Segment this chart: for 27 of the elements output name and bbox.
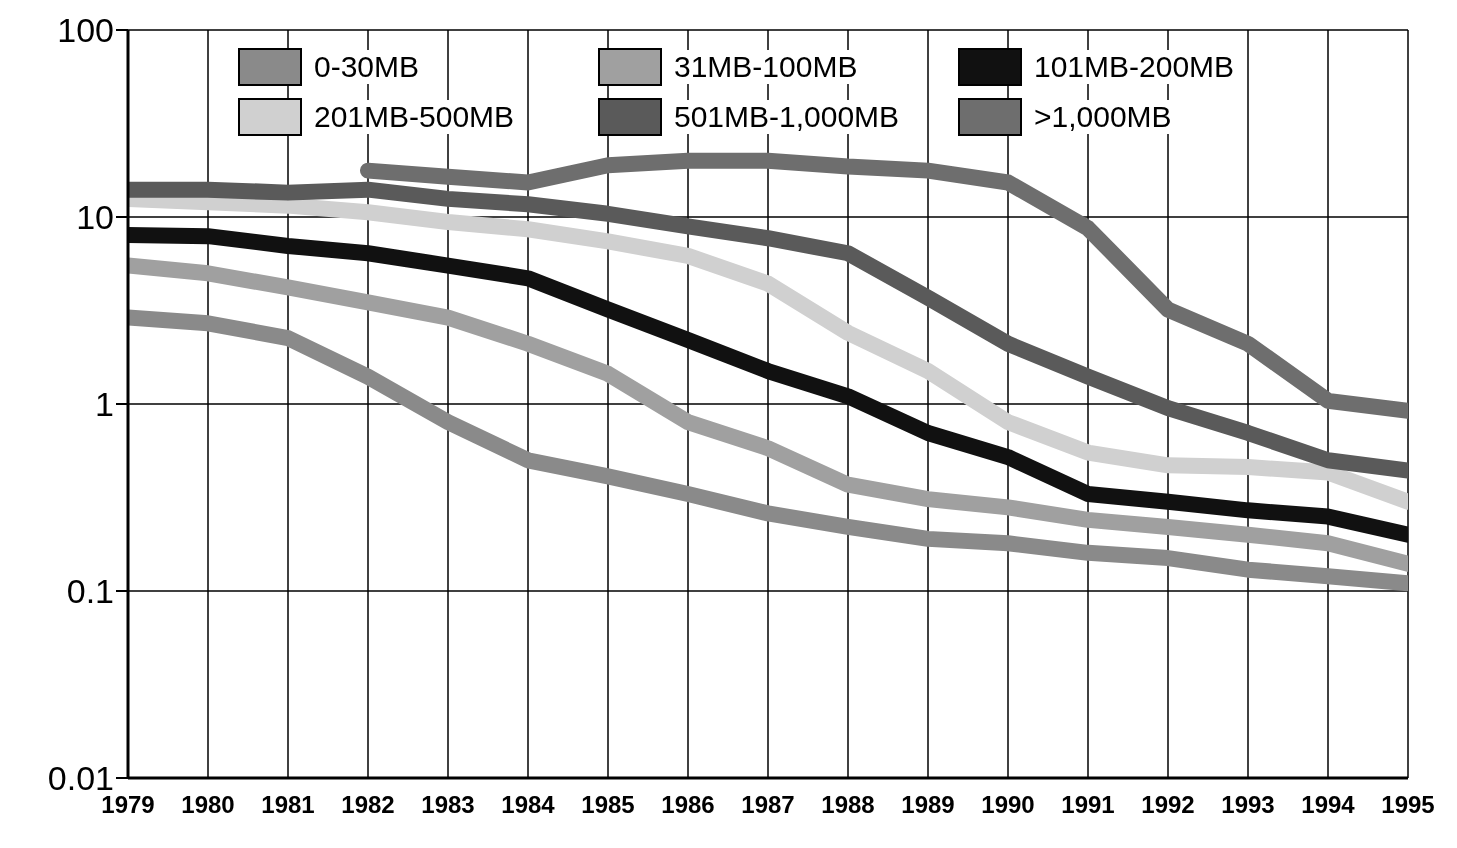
x-tick-label: 1984 [501, 791, 556, 819]
y-tick-label: 100 [57, 11, 114, 50]
legend-label: >1,000MB [1030, 100, 1176, 134]
legend-label: 0-30MB [310, 50, 424, 84]
x-tick-label: 1990 [981, 791, 1035, 819]
x-tick-label: 1986 [661, 791, 715, 819]
x-tick-label: 1988 [821, 791, 875, 819]
x-tick-label: 1985 [581, 791, 635, 819]
x-tick-label: 1989 [901, 791, 955, 819]
x-tick-label: 1982 [341, 791, 395, 819]
x-tick-label: 1979 [101, 791, 155, 819]
legend-label: 31MB-100MB [670, 50, 862, 84]
x-tick-label: 1981 [261, 791, 315, 819]
x-tick-label: 1993 [1221, 791, 1275, 819]
x-tick-label: 1987 [741, 791, 795, 819]
x-tick-label: 1983 [421, 791, 475, 819]
legend-label: 201MB-500MB [310, 100, 519, 134]
x-tick-label: 1995 [1381, 791, 1435, 819]
x-tick-label: 1991 [1061, 791, 1115, 819]
x-tick-label: 1992 [1141, 791, 1195, 819]
x-tick-label: 1994 [1301, 791, 1356, 819]
y-tick-label: 0.1 [66, 572, 114, 611]
y-tick-label: 10 [76, 198, 114, 237]
legend-label: 101MB-200MB [1030, 50, 1239, 84]
x-tick-label: 1980 [181, 791, 235, 819]
y-tick-label: 1 [95, 385, 114, 424]
legend-label: 501MB-1,000MB [670, 100, 904, 134]
